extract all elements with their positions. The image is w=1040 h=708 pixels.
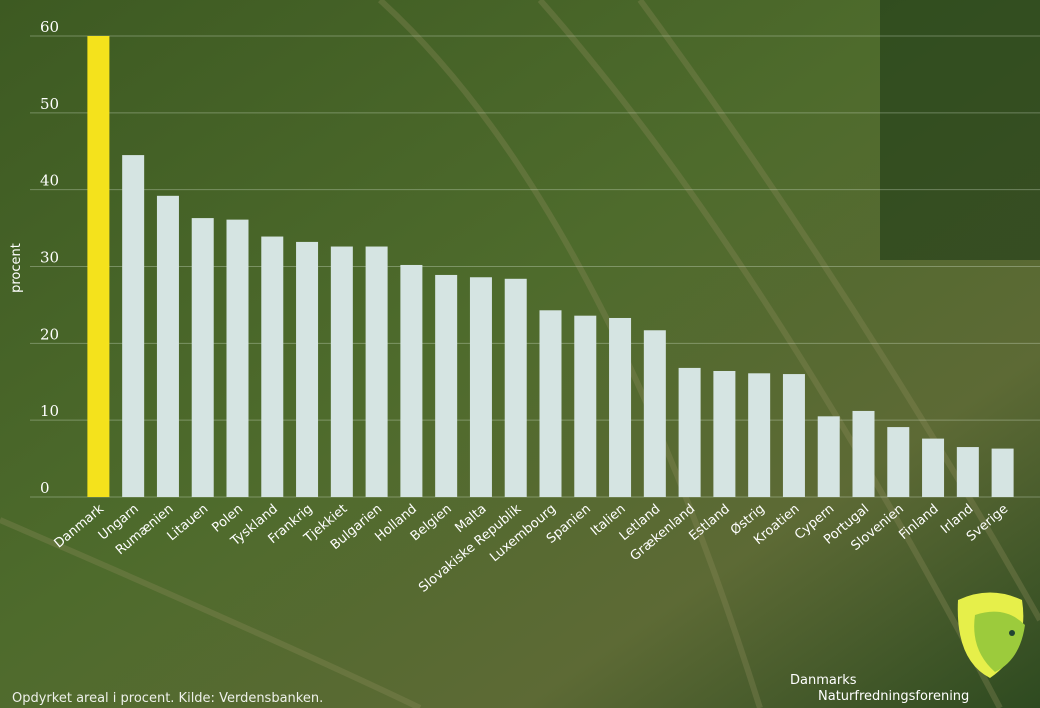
bar [748,373,771,497]
trees [880,0,1040,260]
logo-dot [1009,630,1015,636]
y-tick-label: 20 [40,325,59,343]
bar [956,447,979,497]
bar [713,370,736,497]
bar [609,317,632,497]
footer: Opdyrket areal i procent. Kilde: Verdens… [12,691,323,706]
bar [296,241,319,497]
bar [817,416,840,497]
bar [435,274,458,497]
y-tick-label: 30 [40,249,59,267]
bar [852,410,875,497]
bar [643,330,666,497]
bar [991,448,1014,497]
bar [887,427,910,497]
y-tick-label: 0 [40,479,50,497]
y-tick-label: 60 [40,18,59,36]
logo-shape [974,611,1025,672]
bar [539,310,562,497]
bar [122,155,145,497]
bar [782,374,805,497]
y-axis-label: procent [9,243,24,293]
bar [226,219,249,498]
bar [504,278,527,497]
logo-text: Danmarks [790,673,857,688]
bar [87,36,110,497]
bar [400,264,423,497]
y-tick-label: 40 [40,172,59,190]
bar [261,236,284,497]
bar [156,195,179,497]
bar [191,218,214,497]
bar [574,315,597,497]
bar [469,277,492,497]
logo-text: Naturfredningsforening [818,689,969,704]
y-tick-label: 50 [40,95,59,113]
bar [365,246,388,497]
bar [330,246,353,497]
bar [922,438,945,497]
y-tick-label: 10 [40,402,59,420]
bar [678,367,701,497]
